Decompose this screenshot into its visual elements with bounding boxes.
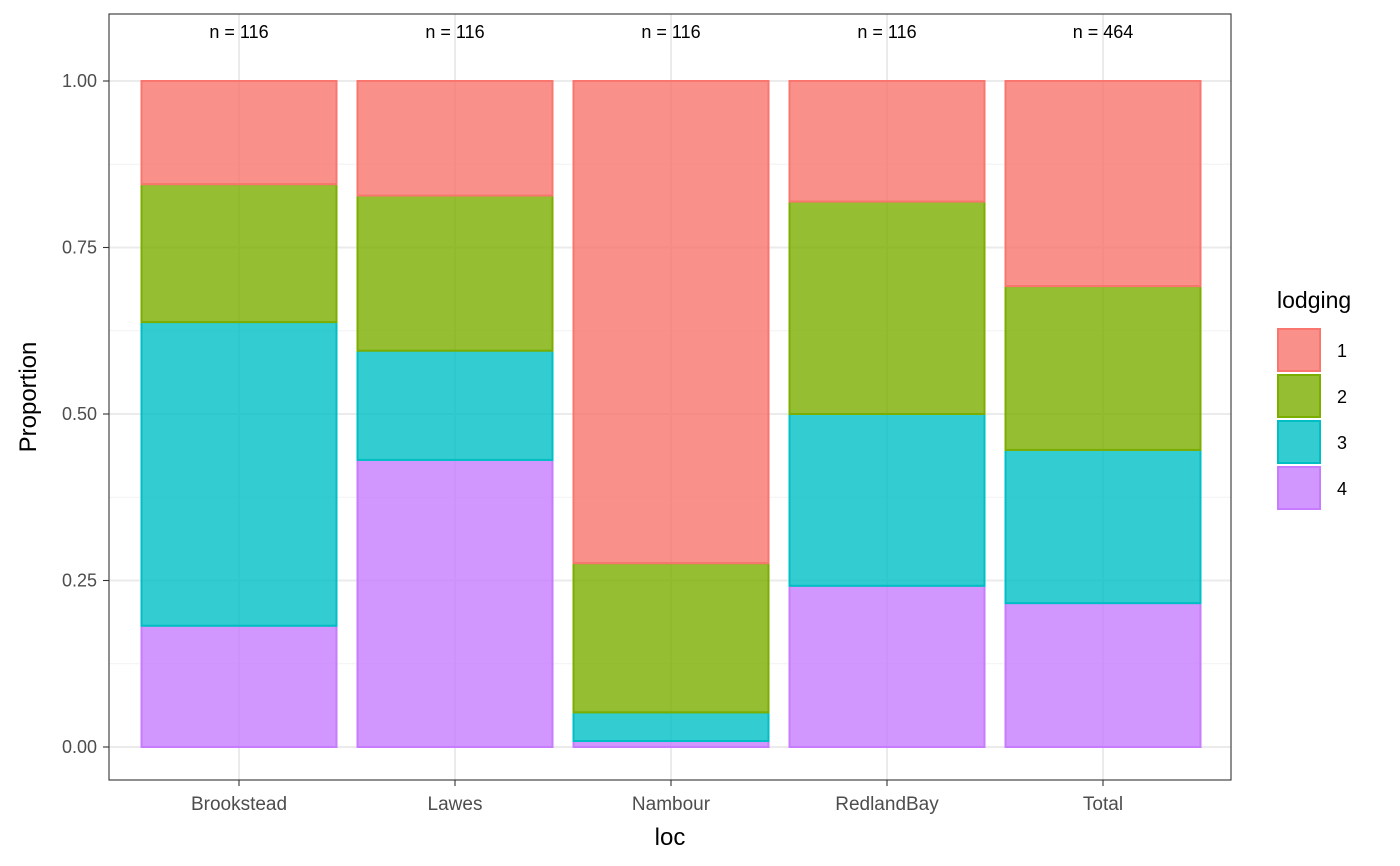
bar-segment-nambour-lodging-1: [572, 80, 770, 565]
bar-segment-lawes-lodging-1: [356, 80, 554, 197]
y-tick-label: 0.25: [62, 571, 97, 591]
bar-segment-brookstead-lodging-4: [140, 624, 338, 749]
bar-segment-total-lodging-2: [1004, 285, 1202, 451]
y-tick-label: 0.50: [62, 404, 97, 424]
count-label: n = 464: [1073, 22, 1134, 42]
legend-label: 1: [1337, 341, 1347, 361]
legend-key-4: [1277, 466, 1321, 510]
y-tick-label: 1.00: [62, 71, 97, 91]
bar-segment-lawes-lodging-3: [356, 349, 554, 461]
bar-segment-nambour-lodging-3: [572, 711, 770, 743]
legend-label: 3: [1337, 433, 1347, 453]
bar-segment-lawes-lodging-2: [356, 194, 554, 352]
bar-segment-brookstead-lodging-1: [140, 80, 338, 186]
bar-segment-total-lodging-1: [1004, 80, 1202, 288]
bar-segment-total-lodging-4: [1004, 602, 1202, 748]
bar-segment-lawes-lodging-4: [356, 458, 554, 748]
x-tick-label: RedlandBay: [835, 794, 939, 815]
legend-key-2: [1277, 374, 1321, 418]
x-tick-label: Lawes: [428, 794, 483, 815]
x-tick-label: Total: [1083, 794, 1123, 815]
bar-segment-nambour-lodging-2: [572, 562, 770, 714]
bar-segment-redlandbay-lodging-4: [788, 584, 986, 748]
bar-segment-brookstead-lodging-2: [140, 183, 338, 324]
plot-panel-border: [108, 13, 1232, 781]
bar-segment-redlandbay-lodging-1: [788, 80, 986, 203]
y-axis-title: Proportion: [15, 342, 42, 453]
x-tick-label: Brookstead: [191, 794, 287, 815]
x-axis-title: loc: [655, 824, 686, 851]
bar-segment-brookstead-lodging-3: [140, 321, 338, 627]
y-tick-label: 0.75: [62, 238, 97, 258]
x-axis: Brookstead Lawes Nambour RedlandBay Total: [191, 780, 1123, 815]
y-axis: 0.00 0.25 0.50 0.75 1.00: [62, 71, 109, 757]
legend: lodging 1 2 3 4: [1277, 287, 1351, 510]
count-label: n = 116: [641, 22, 700, 42]
y-tick-label: 0.00: [62, 737, 97, 757]
x-tick-label: Nambour: [632, 794, 711, 815]
legend-key-1: [1277, 328, 1321, 372]
legend-label: 2: [1337, 387, 1347, 407]
count-label: n = 116: [857, 22, 916, 42]
count-label: n = 116: [209, 22, 268, 42]
bar-segment-total-lodging-3: [1004, 448, 1202, 605]
legend-key-3: [1277, 420, 1321, 464]
legend-label: 4: [1337, 479, 1347, 499]
count-labels: n = 116 n = 116 n = 116 n = 116 n = 464: [209, 22, 1133, 42]
bar-segment-redlandbay-lodging-3: [788, 413, 986, 587]
legend-title: lodging: [1277, 287, 1351, 313]
bar-segment-redlandbay-lodging-2: [788, 200, 986, 415]
bars: [140, 80, 1202, 749]
count-label: n = 116: [425, 22, 484, 42]
